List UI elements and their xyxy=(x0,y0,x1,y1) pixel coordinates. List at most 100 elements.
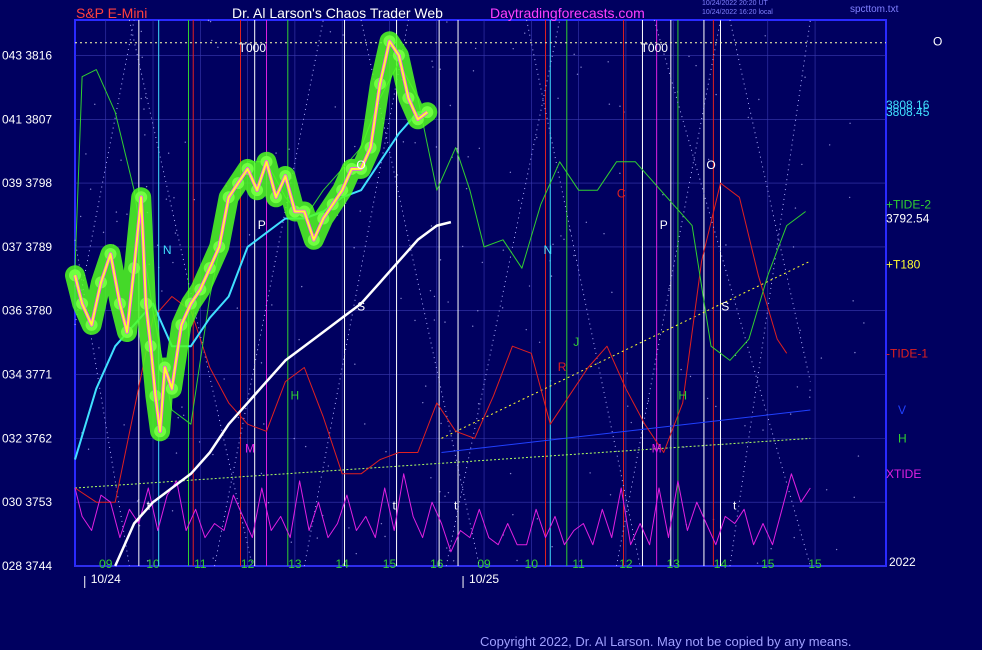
star-dot xyxy=(477,403,480,405)
x-tick-label: 15 xyxy=(808,557,822,571)
star-dot xyxy=(115,211,118,213)
chart-annotation: O xyxy=(356,158,365,172)
star-dot xyxy=(212,557,214,559)
star-dot xyxy=(123,424,125,426)
star-dot xyxy=(275,152,277,154)
star-dot xyxy=(863,322,865,324)
update-time-ut: 10/24/2022 20:20 UT xyxy=(702,0,768,7)
star-dot xyxy=(573,53,575,56)
star-dot xyxy=(87,448,90,450)
right-label: H xyxy=(898,431,907,445)
y-tick-label: 034 3771 xyxy=(2,368,52,382)
star-dot xyxy=(793,536,795,539)
right-label: -TIDE-1 xyxy=(886,346,928,360)
chart-annotation: R xyxy=(558,360,567,374)
star-dot xyxy=(764,35,766,37)
x-tick-label: 15 xyxy=(761,557,775,571)
right-label: +T180 xyxy=(886,258,921,272)
star-dot xyxy=(79,215,82,218)
star-dot xyxy=(402,141,405,143)
star-dot xyxy=(449,104,451,107)
right-label: V xyxy=(898,403,906,417)
star-dot xyxy=(223,378,225,380)
chart-annotation: P xyxy=(258,218,266,232)
star-dot xyxy=(237,416,240,419)
star-dot xyxy=(144,134,146,136)
star-dot xyxy=(474,47,477,50)
site-link[interactable]: Daytradingforecasts.com xyxy=(490,5,645,21)
star-dot xyxy=(801,163,803,166)
series-line-price xyxy=(74,40,428,433)
star-dot xyxy=(271,304,273,306)
star-dot xyxy=(501,307,504,309)
star-dot xyxy=(167,152,170,154)
star-dot xyxy=(552,243,554,246)
star-dot xyxy=(794,207,797,209)
star-dot xyxy=(435,146,438,148)
star-dot xyxy=(432,66,434,68)
star-dot xyxy=(140,97,142,100)
star-dot xyxy=(354,145,356,148)
star-dot xyxy=(770,548,772,550)
x-tick-label: 13 xyxy=(667,557,681,571)
chart-annotation: H xyxy=(678,388,687,402)
copyright-notice: Copyright 2022, Dr. Al Larson. May not b… xyxy=(480,634,852,649)
star-dot xyxy=(217,46,219,49)
star-dot xyxy=(207,19,210,22)
y-tick-label: 043 3816 xyxy=(2,48,52,62)
star-dot xyxy=(857,455,860,457)
x-tick-label: 12 xyxy=(241,557,255,571)
chart-annotation: T000 xyxy=(641,41,669,55)
star-dot xyxy=(260,472,263,475)
star-dot xyxy=(758,98,760,101)
star-dot xyxy=(171,510,174,512)
star-dot xyxy=(662,193,664,196)
star-dot xyxy=(525,328,527,331)
star-dot xyxy=(146,560,149,562)
star-dot xyxy=(611,291,613,294)
star-dot xyxy=(422,401,424,404)
star-dot xyxy=(820,357,823,359)
star-dot xyxy=(414,142,416,144)
y-tick-label: 032 3762 xyxy=(2,431,52,445)
star-dot xyxy=(706,397,709,400)
y-tick-label: 039 3798 xyxy=(2,176,52,190)
star-dot xyxy=(181,406,183,408)
star-dot xyxy=(144,96,147,98)
star-dot xyxy=(607,61,609,63)
star-dot xyxy=(626,372,628,374)
star-dot xyxy=(182,414,185,416)
star-dot xyxy=(85,153,87,155)
star-dot xyxy=(429,289,432,292)
star-dot xyxy=(538,341,541,343)
star-dot xyxy=(853,496,855,499)
star-dot xyxy=(355,552,357,555)
chart-annotation: N xyxy=(544,243,553,257)
star-dot xyxy=(517,199,520,202)
x-tick-label: 09 xyxy=(477,557,491,571)
star-dot xyxy=(440,422,442,425)
star-dot xyxy=(120,159,122,161)
star-dot xyxy=(304,445,307,448)
star-dot xyxy=(165,198,168,200)
chart-annotation: J xyxy=(573,335,579,349)
star-dot xyxy=(576,73,579,75)
x-tick-label: 14 xyxy=(336,557,350,571)
star-dot xyxy=(444,495,446,497)
star-dot xyxy=(804,76,806,78)
star-dot xyxy=(550,275,553,277)
star-dot xyxy=(619,172,621,175)
star-dot xyxy=(792,246,795,248)
star-dot xyxy=(849,122,851,124)
chart-annotation: P xyxy=(660,218,668,232)
star-dot xyxy=(725,244,727,246)
star-dot xyxy=(184,141,187,143)
star-dot xyxy=(209,20,212,23)
star-dot xyxy=(301,285,303,288)
gann-line xyxy=(615,19,721,567)
star-dot xyxy=(380,522,383,525)
chart-annotation: H xyxy=(291,388,300,402)
star-dot xyxy=(852,300,854,302)
star-dot xyxy=(248,234,251,236)
star-dot xyxy=(193,198,195,201)
